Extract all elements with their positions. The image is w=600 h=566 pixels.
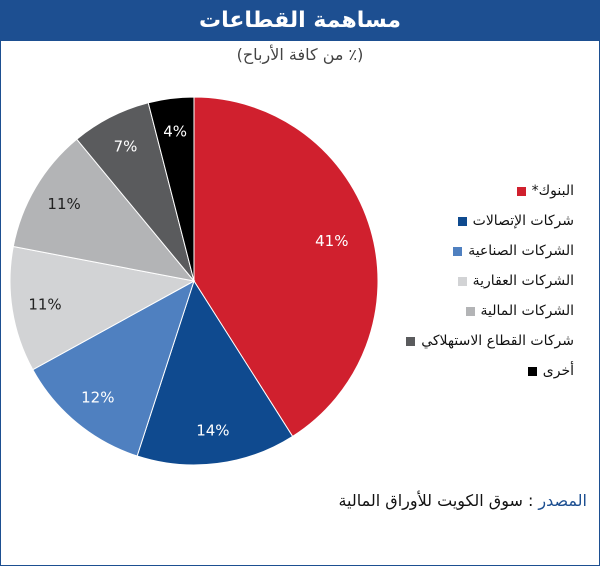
pie-slice-1 <box>136 279 294 466</box>
pie-slice-label-2: 12% <box>81 388 114 406</box>
chart-legend: البنوك* شركات الإتصالات الشركات الصناعية ال… <box>394 176 574 386</box>
pie-slice-6 <box>147 96 195 282</box>
legend-label-1: شركات الإتصالات <box>472 213 574 229</box>
legend-swatch-4 <box>465 306 475 316</box>
legend-swatch-3 <box>457 276 467 286</box>
source-label: المصدر <box>538 491 587 510</box>
legend-swatch-5 <box>406 336 416 346</box>
legend-label-4: الشركات المالية <box>480 303 574 319</box>
pie-slice-label-1: 14% <box>196 422 229 440</box>
legend-label-5: شركات القطاع الاستهلاكي <box>421 333 574 349</box>
legend-label-3: الشركات العقارية <box>472 273 574 289</box>
legend-swatch-6 <box>527 366 537 376</box>
legend-label-6: أخرى <box>542 363 574 379</box>
chart-subtitle: (٪ من كافة الأرباح) <box>236 45 364 64</box>
legend-swatch-2 <box>453 246 463 256</box>
chart-title: مساهمة القطاعات <box>1 1 599 41</box>
legend-label-0: البنوك* <box>531 183 574 199</box>
source-note: المصدر : سوق الكويت للأوراق المالية <box>1 491 587 510</box>
pie-slice-2 <box>32 279 195 457</box>
source-separator: : <box>522 491 539 510</box>
pie-slice-label-6: 4% <box>163 122 187 140</box>
legend-item-1: شركات الإتصالات <box>394 206 574 236</box>
pie-slice-3 <box>9 245 196 371</box>
legend-item-4: الشركات المالية <box>394 296 574 326</box>
legend-item-2: الشركات الصناعية <box>394 236 574 266</box>
pie-slice-label-0: 41% <box>315 232 348 250</box>
pie-slice-label-3: 11% <box>28 296 61 314</box>
pie-slice-4 <box>12 138 196 282</box>
legend-item-0: البنوك* <box>394 176 574 206</box>
legend-item-6: أخرى <box>394 356 574 386</box>
legend-swatch-1 <box>457 216 467 226</box>
pie-slice-label-4: 11% <box>47 195 80 213</box>
pie-slice-0 <box>193 96 379 438</box>
pie-slice-label-5: 7% <box>114 138 138 156</box>
legend-item-5: شركات القطاع الاستهلاكي <box>394 326 574 356</box>
legend-item-3: الشركات العقارية <box>394 266 574 296</box>
legend-label-2: الشركات الصناعية <box>468 243 574 259</box>
legend-swatch-0 <box>516 186 526 196</box>
source-text: سوق الكويت للأوراق المالية <box>338 491 523 510</box>
